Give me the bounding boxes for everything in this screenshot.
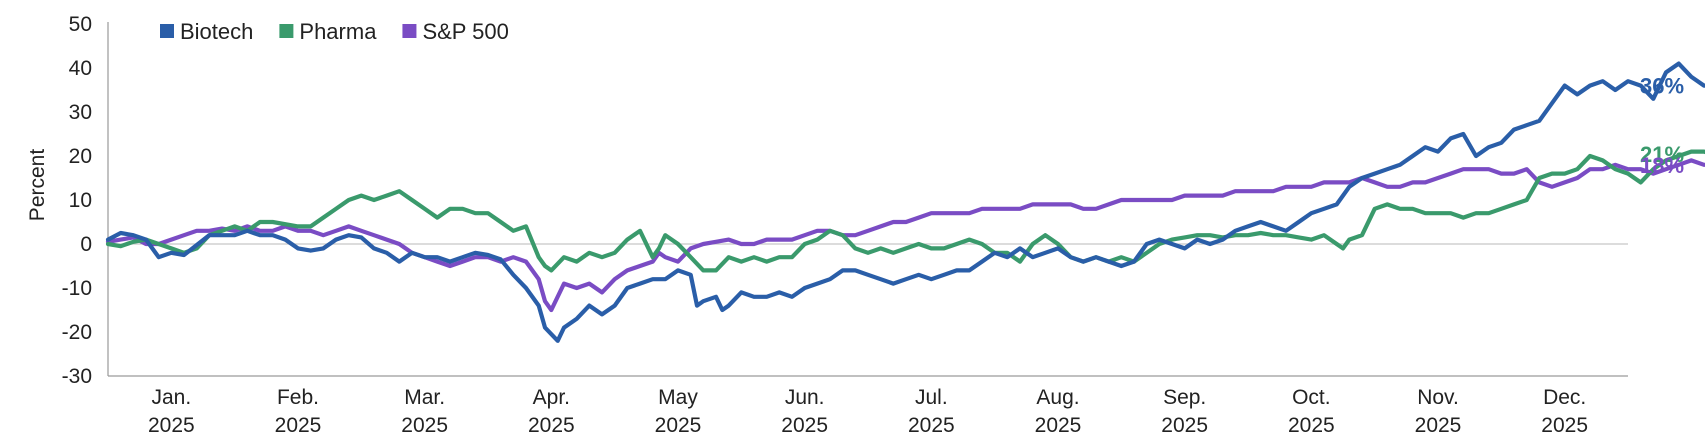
x-tick-year: 2025 bbox=[1415, 414, 1462, 437]
x-tick-month: May bbox=[658, 386, 698, 409]
end-label-biotech: 36% bbox=[1640, 74, 1684, 99]
legend-label-s-p-500: S&P 500 bbox=[422, 19, 508, 44]
x-tick-month: Nov. bbox=[1417, 386, 1459, 409]
x-tick-month: Sep. bbox=[1163, 386, 1206, 409]
series-lines bbox=[105, 61, 1705, 343]
y-tick-label: 30 bbox=[69, 101, 92, 124]
x-tick-month: Apr. bbox=[533, 386, 570, 409]
y-tick-label: -10 bbox=[62, 277, 92, 300]
x-tick-year: 2025 bbox=[275, 414, 322, 437]
legend-swatch-pharma bbox=[279, 24, 294, 38]
y-tick-label: -20 bbox=[62, 321, 92, 344]
x-tick-month: Jun. bbox=[785, 386, 825, 409]
legend-swatch-s-p-500 bbox=[402, 24, 417, 38]
x-tick-year: 2025 bbox=[655, 414, 702, 437]
x-tick-month: Feb. bbox=[277, 386, 319, 409]
x-tick-year: 2025 bbox=[908, 414, 955, 437]
legend-label-biotech: Biotech bbox=[180, 19, 253, 44]
series-line-s-p-500 bbox=[105, 158, 1705, 313]
x-tick-year: 2025 bbox=[1541, 414, 1588, 437]
x-tick-year: 2025 bbox=[781, 414, 828, 437]
axes bbox=[107, 22, 1628, 377]
y-tick-label: 40 bbox=[69, 57, 92, 80]
x-tick-month: Jul. bbox=[915, 386, 948, 409]
y-axis-title: Percent bbox=[26, 149, 49, 222]
y-tick-label: 20 bbox=[69, 145, 92, 168]
y-tick-label: 50 bbox=[69, 13, 92, 36]
end-labels: 36% 21%18% bbox=[1640, 74, 1684, 178]
x-tick-month: Dec. bbox=[1543, 386, 1586, 409]
x-tick-labels: Jan. 2025 Feb. 2025 Mar. 2025 Apr. 2025 May 2025 J… bbox=[148, 386, 1588, 437]
end-label-pharma: 21% bbox=[1640, 142, 1684, 167]
x-tick-year: 2025 bbox=[1035, 414, 1082, 437]
series-line-pharma bbox=[105, 149, 1705, 273]
x-tick-year: 2025 bbox=[1161, 414, 1208, 437]
legend: Biotech Pharma S&P 500 bbox=[160, 19, 509, 44]
legend-label-pharma: Pharma bbox=[299, 19, 377, 44]
x-tick-year: 2025 bbox=[401, 414, 448, 437]
x-tick-year: 2025 bbox=[1288, 414, 1335, 437]
y-tick-label: 0 bbox=[80, 233, 92, 256]
end-label-s-p-500: 18% bbox=[1640, 153, 1684, 178]
x-tick-year: 2025 bbox=[528, 414, 575, 437]
x-tick-month: Mar. bbox=[404, 386, 445, 409]
y-tick-label: 10 bbox=[69, 189, 92, 212]
x-tick-year: 2025 bbox=[148, 414, 195, 437]
x-tick-month: Aug. bbox=[1036, 386, 1079, 409]
y-axis-title-group: Percent bbox=[26, 149, 49, 222]
y-tick-label: -30 bbox=[62, 365, 92, 388]
series-line-biotech bbox=[105, 61, 1705, 343]
y-tick-labels: -30 -20 -10 0 10 20 30 40 50 bbox=[62, 13, 92, 388]
x-tick-month: Oct. bbox=[1292, 386, 1331, 409]
legend-swatch-biotech bbox=[160, 24, 174, 38]
x-tick-month: Jan. bbox=[151, 386, 191, 409]
